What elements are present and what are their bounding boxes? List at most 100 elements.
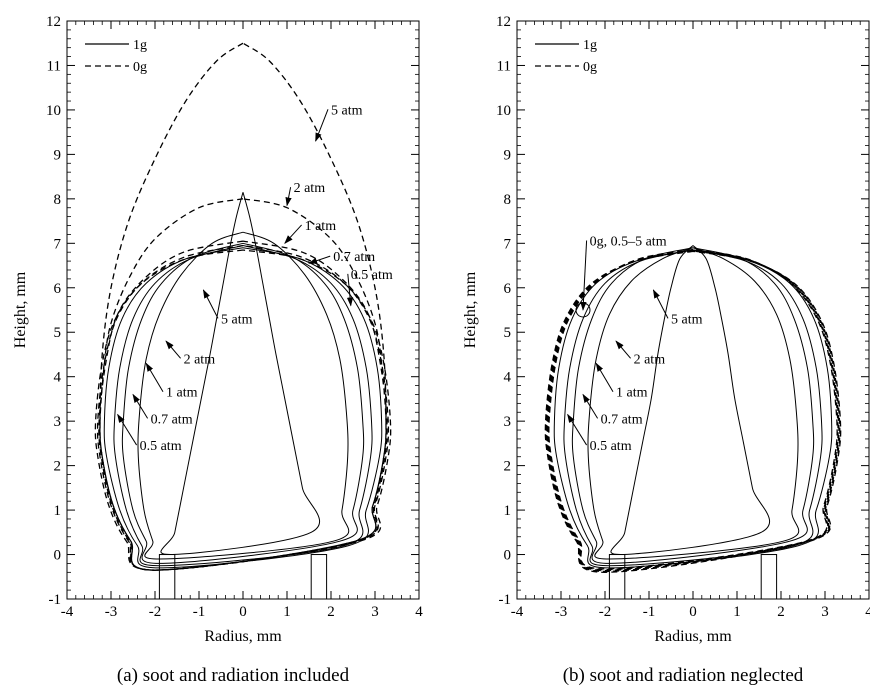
x-tick-label: 0 — [239, 604, 247, 620]
flame-contour-0g-5-atm — [99, 42, 387, 571]
flame-contour-0g-5-atm — [548, 248, 838, 570]
y-tick-label: 6 — [54, 281, 62, 297]
annotation-arrow — [595, 362, 614, 392]
y-tick-label: 9 — [504, 147, 512, 163]
legend-label: 1g — [133, 38, 147, 53]
x-tick-label: -3 — [555, 604, 568, 620]
annotation-arrow — [165, 340, 181, 359]
legend-label: 0g — [133, 60, 147, 75]
annotation-arrow — [315, 109, 329, 142]
y-tick-label: 0 — [54, 548, 62, 564]
y-tick-label: 8 — [54, 192, 62, 208]
burner-tube — [608, 554, 626, 600]
y-tick-label: 10 — [46, 103, 61, 119]
annotation-label: 0.7 atm — [601, 412, 643, 427]
annotation-arrow — [284, 224, 302, 244]
x-tick-label: 3 — [371, 604, 379, 620]
annotation-label: 5 atm — [221, 312, 253, 327]
y-tick-label: 7 — [54, 236, 62, 252]
flame-contour-0g-1-atm — [546, 249, 840, 572]
x-tick-label: 1 — [733, 604, 741, 620]
y-tick-label: 7 — [504, 236, 512, 252]
annotation-label: 1 atm — [616, 386, 648, 401]
y-tick-label: 8 — [504, 192, 512, 208]
annotation-label: 1 atm — [166, 386, 198, 401]
y-tick-label: 10 — [496, 103, 511, 119]
burner-tube — [310, 554, 328, 600]
flame-contour-1g-5-atm — [160, 192, 320, 556]
y-tick-label: 1 — [54, 503, 62, 519]
annotation-label: 0g, 0.5–5 atm — [590, 235, 667, 250]
burner-tube — [760, 554, 778, 600]
annotation-label: 0.5 atm — [590, 439, 632, 454]
annotation-circle — [575, 302, 591, 318]
y-tick-label: 2 — [504, 459, 512, 475]
y-tick-label: 4 — [504, 370, 512, 386]
annotation-arrow — [580, 240, 588, 311]
x-tick-label: 2 — [777, 604, 785, 620]
annotation-label: 0.5 atm — [140, 439, 182, 454]
annotation-arrow — [285, 187, 292, 207]
y-tick-label: -1 — [49, 592, 62, 608]
flame-contours — [544, 245, 842, 573]
flame-contour-1g-5-atm — [610, 245, 770, 556]
y-tick-label: 5 — [504, 325, 512, 341]
y-tick-label: 3 — [504, 414, 512, 430]
annotation-label: 1 atm — [305, 219, 337, 234]
annotation-arrow — [567, 413, 588, 446]
annotation-label: 0.7 atm — [333, 250, 375, 265]
y-tick-label: 12 — [46, 14, 61, 30]
flame-contour-0g-2-atm — [99, 198, 387, 571]
y-axis-label: Height, mm — [462, 271, 479, 348]
annotation-label: 5 atm — [671, 312, 703, 327]
flame-contour-0g-0-7-atm — [545, 250, 841, 573]
x-tick-label: -4 — [511, 604, 524, 620]
x-tick-label: 3 — [821, 604, 829, 620]
x-tick-label: -4 — [61, 604, 74, 620]
annotation-label: 5 atm — [331, 103, 363, 118]
panel-caption: (b) soot and radiation neglected — [563, 665, 804, 686]
x-tick-label: 4 — [415, 604, 423, 620]
flame-contour-1g-1-atm — [121, 242, 365, 564]
legend-label: 1g — [583, 38, 597, 53]
x-tick-label: 4 — [865, 604, 870, 620]
annotation-arrow — [145, 362, 164, 392]
y-tick-label: 11 — [47, 58, 61, 74]
flame-contour-0g-0-7-atm — [96, 244, 390, 571]
annotation-arrow — [132, 393, 149, 419]
burner-tube — [158, 554, 176, 600]
y-tick-label: 4 — [54, 370, 62, 386]
panel-caption: (a) soot and radiation included — [117, 665, 350, 686]
annotation-arrow — [652, 289, 669, 319]
y-tick-label: 1 — [504, 503, 512, 519]
annotation-arrow — [308, 255, 331, 264]
y-tick-label: 5 — [54, 325, 62, 341]
flame-contours — [94, 42, 392, 571]
flame-contour-1g-0-7-atm — [113, 245, 373, 567]
flame-contour-1g-0-7-atm — [563, 249, 823, 567]
annotation-label: 0.5 atm — [351, 268, 393, 283]
x-tick-label: -2 — [149, 604, 162, 620]
x-tick-label: -1 — [193, 604, 206, 620]
flame-contour-1g-1-atm — [571, 247, 815, 564]
annotation-arrow — [582, 393, 599, 419]
x-tick-label: -1 — [643, 604, 656, 620]
flame-contour-0g-0-5-atm — [544, 250, 842, 573]
annotation-arrow — [117, 413, 138, 446]
flame-contour-1g-2-atm — [137, 231, 350, 560]
annotation-label: 2 atm — [184, 352, 216, 367]
annotation-arrow — [202, 289, 219, 319]
x-tick-label: 0 — [689, 604, 697, 620]
y-tick-label: 0 — [504, 548, 512, 564]
x-tick-label: -2 — [599, 604, 612, 620]
y-tick-label: 9 — [54, 147, 62, 163]
x-tick-label: 2 — [327, 604, 335, 620]
y-tick-label: 12 — [496, 14, 511, 30]
annotation-arrow — [346, 273, 354, 307]
y-tick-label: -1 — [499, 592, 512, 608]
